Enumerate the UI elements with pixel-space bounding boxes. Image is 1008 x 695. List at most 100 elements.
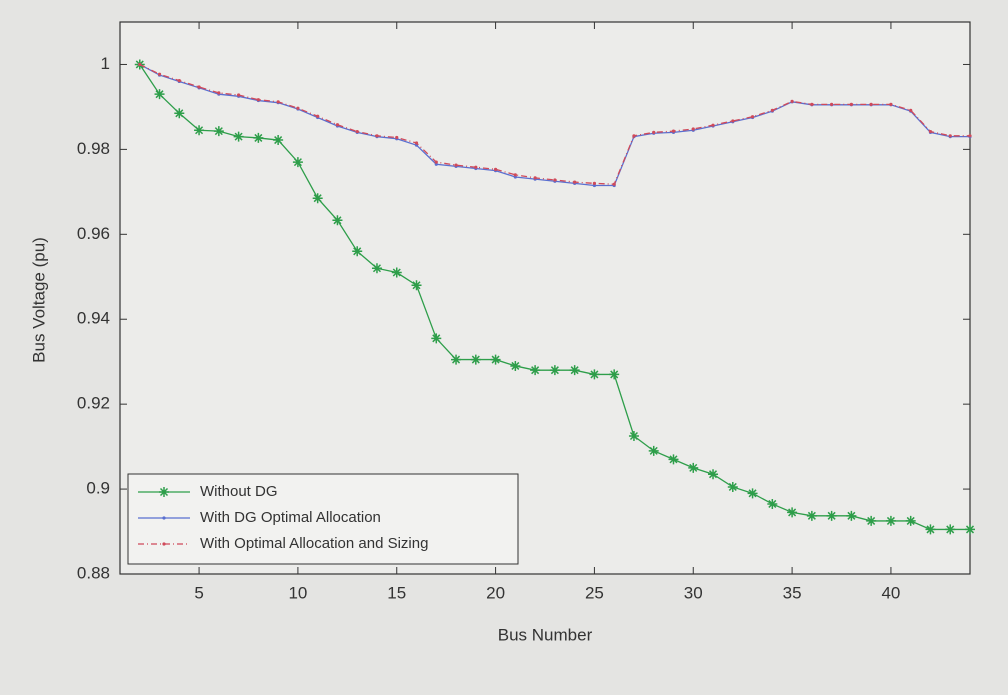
marker bbox=[296, 106, 300, 110]
marker bbox=[213, 126, 224, 137]
y-tick-label: 0.94 bbox=[77, 309, 110, 328]
marker bbox=[157, 72, 162, 76]
marker bbox=[648, 445, 659, 456]
x-tick-label: 15 bbox=[387, 583, 406, 602]
marker bbox=[197, 85, 201, 89]
marker bbox=[965, 524, 975, 535]
marker bbox=[292, 157, 303, 168]
marker bbox=[691, 127, 695, 131]
legend-marker bbox=[162, 516, 166, 520]
marker bbox=[708, 469, 719, 480]
marker bbox=[276, 100, 280, 104]
marker bbox=[909, 108, 913, 112]
marker bbox=[925, 524, 936, 535]
x-tick-label: 40 bbox=[881, 583, 900, 602]
marker bbox=[928, 129, 933, 134]
x-tick-label: 5 bbox=[194, 583, 203, 602]
marker bbox=[849, 102, 853, 106]
x-tick-label: 30 bbox=[684, 583, 703, 602]
marker bbox=[632, 134, 636, 138]
marker bbox=[747, 488, 758, 499]
marker bbox=[474, 165, 478, 169]
marker bbox=[948, 134, 952, 138]
y-tick-label: 0.9 bbox=[86, 479, 110, 498]
x-tick-label: 20 bbox=[486, 583, 505, 602]
marker bbox=[470, 354, 481, 365]
marker bbox=[316, 114, 320, 118]
marker bbox=[767, 498, 778, 509]
marker bbox=[905, 515, 916, 526]
x-axis-label: Bus Number bbox=[498, 625, 593, 644]
legend-marker bbox=[159, 487, 169, 497]
legend-marker bbox=[162, 542, 166, 546]
marker bbox=[253, 132, 264, 143]
marker bbox=[612, 182, 616, 186]
marker bbox=[846, 510, 857, 521]
marker bbox=[569, 365, 580, 376]
marker bbox=[451, 354, 462, 365]
marker bbox=[866, 515, 877, 526]
marker bbox=[770, 108, 774, 112]
marker bbox=[668, 454, 679, 465]
marker bbox=[194, 125, 205, 136]
marker bbox=[411, 280, 422, 291]
marker bbox=[806, 510, 817, 521]
marker bbox=[727, 481, 738, 492]
marker bbox=[750, 115, 755, 119]
legend-label: With DG Optimal Allocation bbox=[200, 509, 381, 526]
marker bbox=[237, 93, 241, 97]
y-tick-label: 0.88 bbox=[77, 563, 110, 582]
y-axis-label: Bus Voltage (pu) bbox=[29, 237, 48, 363]
marker bbox=[493, 167, 498, 171]
marker bbox=[573, 180, 577, 184]
y-tick-label: 0.92 bbox=[77, 394, 110, 413]
marker bbox=[513, 173, 517, 177]
marker bbox=[154, 89, 165, 100]
marker bbox=[688, 462, 699, 473]
marker bbox=[510, 360, 521, 371]
marker bbox=[609, 369, 620, 380]
marker bbox=[177, 78, 181, 83]
marker bbox=[790, 99, 794, 104]
marker bbox=[454, 163, 458, 167]
x-tick-label: 25 bbox=[585, 583, 604, 602]
marker bbox=[256, 98, 260, 102]
marker bbox=[968, 134, 972, 138]
legend-label: With Optimal Allocation and Sizing bbox=[200, 535, 428, 552]
marker bbox=[312, 193, 323, 204]
marker bbox=[671, 129, 676, 133]
marker bbox=[553, 178, 557, 182]
marker bbox=[592, 181, 597, 185]
marker bbox=[731, 119, 735, 123]
marker bbox=[273, 135, 284, 146]
marker bbox=[889, 102, 893, 106]
y-tick-label: 0.98 bbox=[77, 139, 110, 158]
marker bbox=[375, 134, 379, 138]
legend-box bbox=[127, 473, 519, 565]
x-tick-label: 10 bbox=[288, 583, 307, 602]
marker bbox=[174, 108, 185, 119]
marker bbox=[371, 263, 382, 274]
marker bbox=[830, 102, 834, 106]
marker bbox=[431, 333, 442, 344]
marker bbox=[711, 123, 715, 127]
y-tick-label: 0.96 bbox=[77, 224, 110, 243]
marker bbox=[332, 215, 343, 226]
legend-label: Without DG bbox=[200, 483, 278, 500]
marker bbox=[352, 246, 363, 257]
marker bbox=[810, 102, 814, 106]
marker bbox=[391, 267, 402, 278]
marker bbox=[335, 123, 340, 127]
marker bbox=[414, 141, 419, 145]
marker bbox=[533, 176, 537, 180]
marker bbox=[869, 102, 873, 106]
marker bbox=[945, 524, 956, 535]
marker bbox=[217, 91, 221, 95]
y-tick-label: 1 bbox=[101, 54, 110, 73]
marker bbox=[589, 369, 600, 380]
marker bbox=[628, 431, 639, 441]
marker bbox=[652, 130, 656, 134]
marker bbox=[549, 365, 560, 376]
